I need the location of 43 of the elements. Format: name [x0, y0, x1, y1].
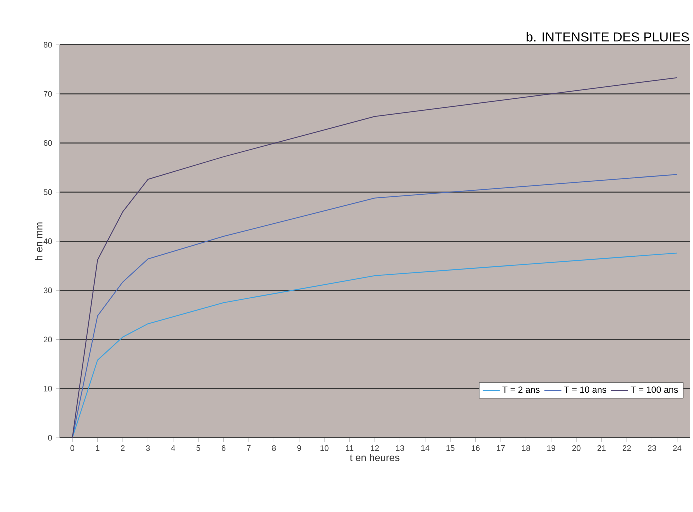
x-axis-title: t en heures: [350, 454, 400, 462]
x-tick-label: 12: [371, 446, 380, 452]
x-tick-label: 22: [622, 446, 632, 452]
line-series: [72, 252, 678, 438]
y-tick-label: 80: [44, 42, 52, 48]
x-tick-label: 6: [222, 446, 226, 452]
x-tick-label: 11: [346, 446, 354, 452]
x-tick-label: 8: [272, 446, 276, 452]
x-tick-label: 18: [522, 446, 530, 452]
y-tick-label: 0: [48, 435, 52, 441]
x-tick-label: 10: [320, 446, 329, 452]
line-series: [72, 77, 678, 438]
x-tick-label: 15: [446, 446, 455, 452]
legend-label: T = 10 ans: [564, 386, 607, 394]
x-tick-label: 21: [598, 446, 606, 452]
y-tick-label: 60: [44, 140, 52, 146]
y-tick-label: 10: [44, 386, 52, 392]
x-tick-label: 17: [497, 446, 506, 452]
legend-label: T = 2 ans: [502, 386, 540, 394]
legend-label: T = 100 ans: [630, 386, 678, 394]
y-tick-label: 30: [44, 288, 52, 294]
x-tick-label: 4: [171, 446, 176, 452]
x-tick-label: 9: [298, 446, 302, 452]
x-tick-label: 0: [70, 446, 75, 452]
x-tick-label: 24: [673, 446, 682, 452]
y-tick-label: 20: [44, 336, 52, 343]
x-tick-label: 19: [548, 446, 556, 452]
x-tick-label: 13: [396, 446, 404, 452]
line-series: [72, 174, 678, 438]
x-tick-label: 5: [196, 446, 200, 452]
y-tick-label: 50: [44, 190, 52, 196]
x-tick-label: 1: [96, 446, 100, 452]
x-tick-label: 20: [572, 446, 581, 452]
x-tick-label: 14: [422, 446, 430, 452]
y-axis-title: h en mm: [35, 222, 43, 260]
x-tick-label: 2: [121, 446, 125, 452]
y-tick-label: 40: [44, 238, 52, 244]
x-tick-label: 7: [247, 446, 251, 452]
x-tick-label: 23: [648, 446, 656, 452]
y-tick-label: 70: [44, 91, 52, 97]
x-tick-label: 16: [472, 446, 480, 452]
chart-title: b. INTENSITE DES PLUIES: [526, 32, 690, 42]
x-tick-label: 3: [146, 446, 150, 452]
